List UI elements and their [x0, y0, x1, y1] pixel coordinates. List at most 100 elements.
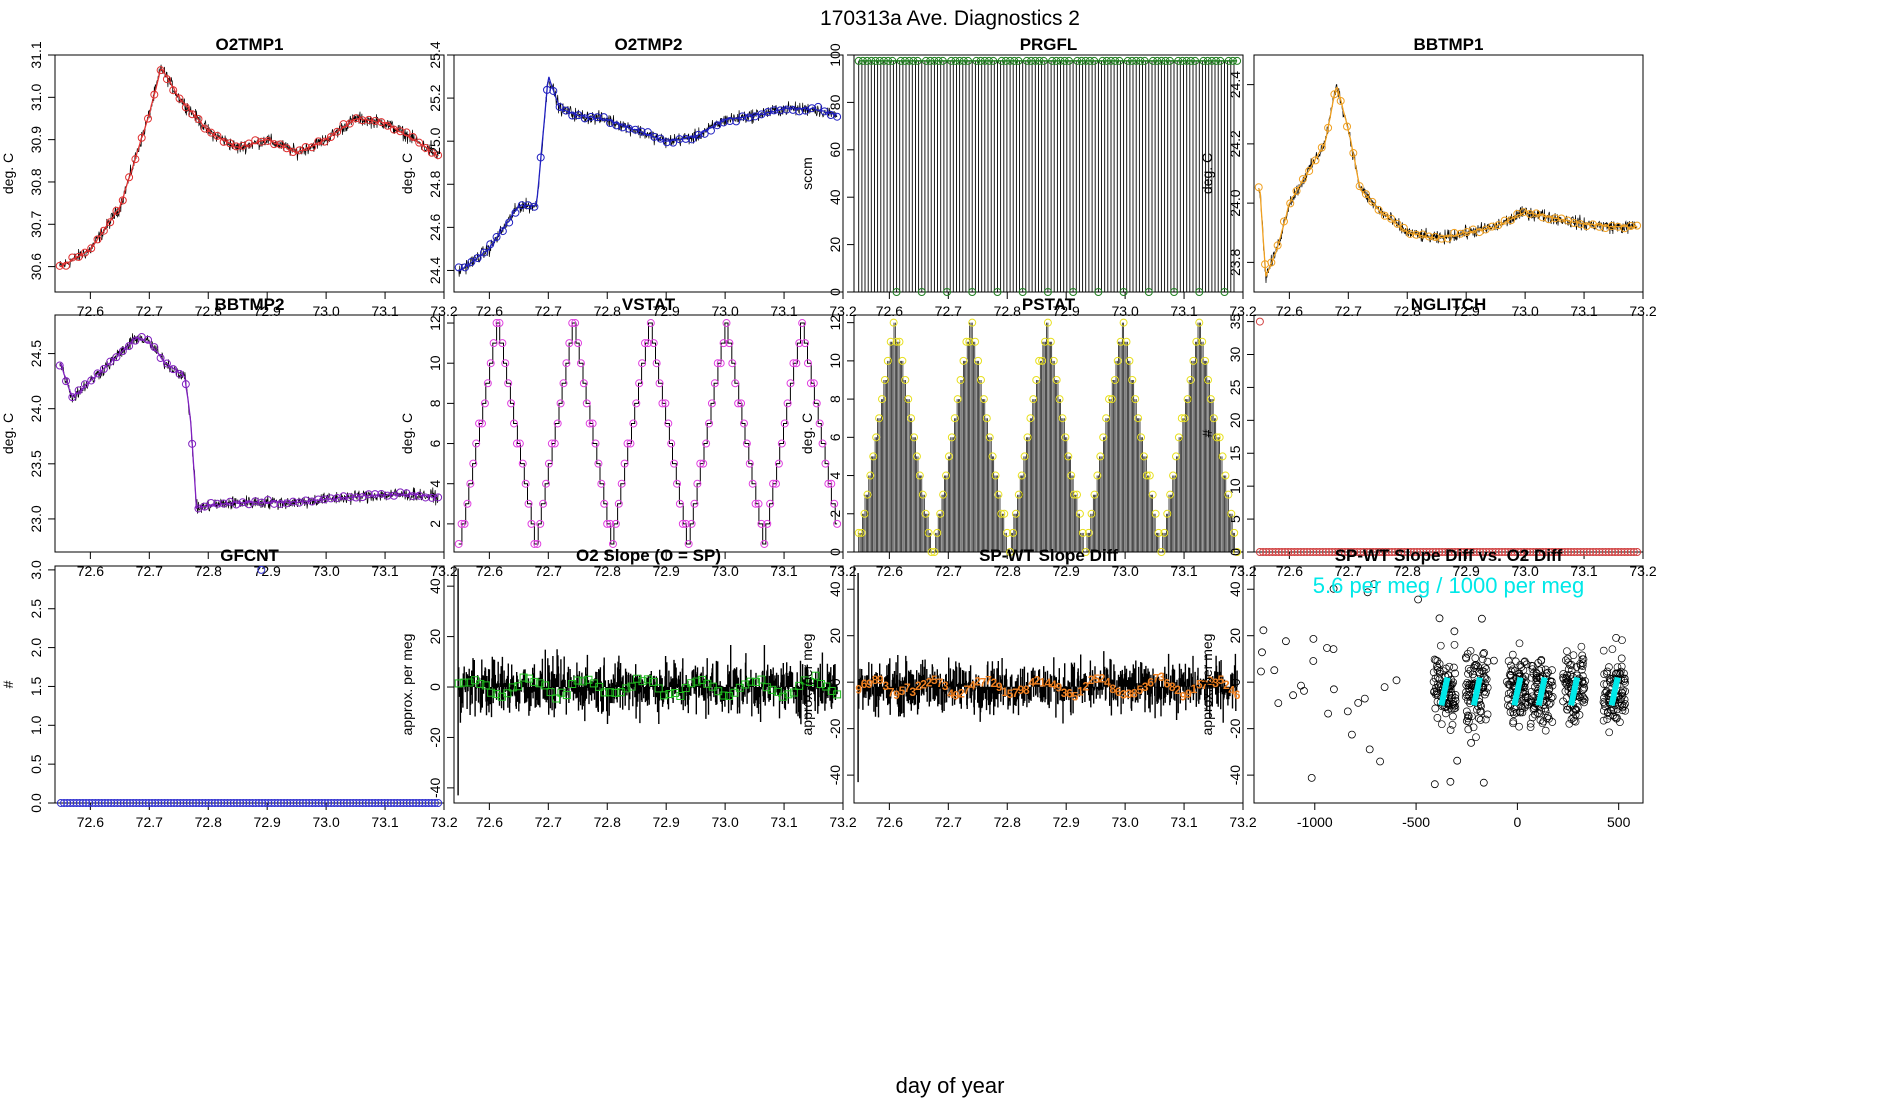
data-marker — [1191, 56, 1200, 65]
data-marker — [324, 799, 333, 807]
data-marker — [530, 202, 539, 211]
data-marker — [421, 493, 430, 502]
data-marker — [349, 799, 358, 807]
scatter-point — [1606, 711, 1614, 720]
y-tick-label: -20 — [1227, 718, 1243, 738]
data-marker — [1437, 234, 1446, 243]
panel-9: O2 Slope (O = SP) approx. per meg 72.6 72.7… — [399, 546, 857, 830]
data-marker — [530, 677, 539, 686]
data-marker — [1287, 548, 1296, 556]
data-marker — [1303, 548, 1312, 556]
data-marker — [600, 499, 609, 508]
data-marker — [734, 399, 743, 408]
fit-segment — [1438, 676, 1451, 707]
y-tick-label: 2.0 — [28, 638, 44, 658]
data-marker — [1292, 186, 1301, 195]
data-markers — [454, 85, 842, 272]
scatter-point — [1527, 687, 1536, 696]
data-marker — [339, 120, 348, 129]
data-marker: 1 — [1191, 682, 1198, 696]
y-axis-label: # — [0, 680, 16, 688]
data-marker — [326, 494, 335, 503]
scatter-point — [1479, 778, 1488, 787]
data-marker — [1525, 210, 1534, 219]
data-marker — [1623, 548, 1632, 556]
data-marker — [460, 678, 469, 687]
data-marker — [1620, 548, 1629, 556]
data-marker — [700, 129, 709, 138]
data-marker — [144, 799, 153, 807]
data-marker — [989, 56, 998, 65]
data-marker — [776, 106, 785, 115]
scatter-point — [1617, 654, 1626, 663]
data-marker — [643, 675, 652, 684]
scatter-point — [1603, 708, 1612, 716]
data-marker — [333, 799, 342, 807]
data-marker: 2 — [1088, 673, 1095, 687]
scatter-point — [1579, 655, 1588, 664]
data-marker — [182, 799, 191, 807]
data-marker — [144, 114, 153, 123]
data-marker — [1633, 548, 1642, 556]
data-marker — [1064, 56, 1073, 65]
scatter-point — [1618, 636, 1626, 645]
scatter-point — [1450, 640, 1459, 649]
data-marker — [812, 399, 821, 408]
x-tick-label: 72.8 — [994, 563, 1021, 579]
x-tick-label: 72.9 — [653, 563, 680, 579]
data-marker — [1052, 375, 1061, 384]
data-marker — [1198, 337, 1207, 346]
data-marker — [684, 539, 693, 548]
data-marker — [921, 56, 930, 65]
data-marker — [606, 519, 615, 528]
y-tick-label: 25.2 — [427, 84, 443, 111]
data-marker — [866, 471, 875, 480]
data-marker: 2 — [920, 677, 927, 691]
data-marker — [1157, 56, 1166, 65]
data-marker — [1123, 56, 1132, 65]
data-marker — [1035, 356, 1044, 365]
data-marker — [1203, 56, 1212, 65]
scatter-point — [1517, 663, 1526, 671]
data-marker — [696, 459, 705, 468]
data-marker — [292, 799, 301, 807]
data-marker — [245, 799, 254, 807]
data-marker — [1128, 375, 1137, 384]
scatter-point — [1259, 626, 1268, 635]
plot-frame — [1253, 565, 1644, 804]
data-marker — [771, 479, 780, 488]
panel-title: GFCNT — [220, 546, 279, 565]
data-marker — [675, 135, 684, 144]
data-marker — [1090, 490, 1099, 499]
data-marker — [1435, 548, 1444, 556]
data-marker — [261, 799, 270, 807]
data-marker — [113, 799, 122, 807]
data-markers — [854, 56, 1242, 296]
data-marker — [782, 105, 791, 114]
data-marker — [930, 548, 939, 556]
data-trace — [458, 81, 838, 277]
data-marker — [1195, 318, 1204, 327]
data-marker — [213, 131, 222, 140]
data-marker — [1165, 56, 1174, 65]
data-marker — [481, 681, 490, 690]
scatter-point — [1363, 588, 1372, 597]
y-axis-label: approx. per meg — [799, 634, 815, 736]
scatter-point — [1621, 706, 1630, 715]
scatter-point — [1450, 627, 1459, 636]
data-marker — [63, 799, 72, 807]
data-marker — [878, 395, 887, 404]
data-marker — [389, 491, 398, 500]
data-marker — [555, 102, 564, 111]
data-marker — [1579, 548, 1588, 556]
data-marker — [1102, 414, 1111, 423]
data-marker — [508, 683, 517, 692]
data-marker — [517, 201, 526, 210]
data-marker — [1166, 490, 1175, 499]
data-marker — [454, 679, 463, 688]
data-marker — [1582, 548, 1591, 556]
data-marker — [561, 106, 570, 115]
data-marker — [1032, 375, 1041, 384]
data-trace — [59, 64, 439, 268]
